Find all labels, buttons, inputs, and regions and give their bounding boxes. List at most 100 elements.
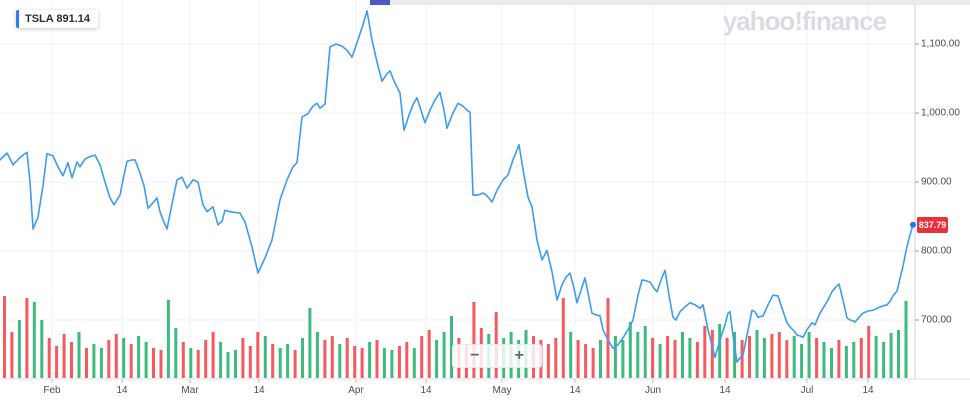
volume-bar: [122, 338, 126, 378]
volume-bar: [315, 332, 319, 378]
zoom-out-button[interactable]: −: [470, 347, 480, 364]
volume-bar: [62, 334, 66, 378]
volume-bar: [152, 348, 155, 378]
volume-bar: [785, 340, 789, 378]
volume-bar: [800, 344, 804, 378]
volume-bar: [92, 344, 96, 378]
volume-bar: [807, 332, 811, 378]
volume-bar: [234, 350, 237, 378]
y-axis-label: 800.00: [921, 245, 952, 257]
yahoo-finance-watermark-logo: yahoo!finance: [722, 6, 887, 36]
volume-bar: [844, 346, 848, 378]
zoom-control: − +: [452, 344, 542, 368]
volume-bar: [189, 348, 193, 378]
volume-bar: [293, 350, 297, 378]
volume-bar: [85, 348, 88, 378]
volume-bar: [263, 336, 267, 378]
x-axis-label: 14: [420, 385, 432, 396]
volume-bar: [375, 340, 379, 378]
x-axis-label: 14: [116, 385, 128, 396]
volume-bar: [673, 340, 677, 378]
volume-bar: [219, 342, 223, 378]
zoom-in-button[interactable]: +: [514, 347, 524, 364]
volume-bar: [174, 328, 178, 378]
volume-bar: [718, 324, 722, 378]
y-axis-label: 900.00: [921, 176, 952, 188]
volume-bar: [569, 332, 573, 378]
x-axis-label: Apr: [348, 385, 364, 396]
volume-bar: [137, 336, 141, 378]
y-axis-label: 700.00: [921, 314, 952, 326]
x-axis-label: 14: [719, 385, 731, 396]
volume-bar: [181, 342, 185, 378]
volume-bar: [32, 302, 36, 378]
volume-bar: [405, 342, 409, 378]
volume-bar: [576, 340, 580, 378]
volume-bar: [211, 332, 215, 378]
volume-bar: [874, 336, 878, 378]
volume-bar: [345, 338, 349, 378]
x-axis-label: 14: [569, 385, 581, 396]
volume-bar: [47, 338, 51, 378]
volume-bar: [591, 348, 595, 378]
volume-bar: [286, 344, 290, 378]
volume-bar: [599, 340, 602, 378]
volume-bar: [628, 322, 632, 378]
x-axis-label: Mar: [181, 385, 199, 396]
last-price-dot: [910, 221, 916, 228]
volume-bar: [681, 332, 684, 378]
volume-bar: [129, 344, 133, 378]
volume-bar: [3, 296, 6, 378]
volume-bar: [420, 336, 424, 378]
volume-bar: [822, 342, 826, 378]
x-axis-label: Jun: [644, 385, 662, 396]
volume-bar: [889, 333, 893, 378]
volume-bar: [852, 342, 856, 378]
volume-bar: [651, 338, 655, 378]
volume-bar: [107, 340, 111, 378]
volume-bar: [472, 302, 476, 378]
y-axis-label: 1,000.00: [921, 107, 960, 119]
volume-bar: [278, 348, 282, 378]
volume-bar: [606, 298, 610, 378]
volume-bar: [830, 348, 833, 378]
x-axis-label: May: [492, 385, 512, 396]
volume-bar: [17, 320, 21, 378]
chart-scrollbar-handle[interactable]: [370, 0, 390, 5]
volume-bar: [196, 350, 200, 378]
volume-bar: [636, 332, 640, 378]
volume-bar: [584, 344, 588, 378]
y-axis-label: 1,100.00: [921, 38, 960, 50]
volume-bar: [740, 340, 744, 378]
volume-bar: [204, 340, 208, 378]
volume-bar: [368, 342, 372, 378]
volume-bar: [688, 338, 692, 378]
volume-bar: [397, 346, 401, 378]
volume-bar: [815, 338, 819, 378]
volume-bar: [412, 348, 416, 378]
volume-bar: [40, 320, 44, 378]
volume-bar: [338, 344, 342, 378]
x-axis-label: 14: [862, 385, 874, 396]
x-axis-label: Jul: [800, 385, 814, 396]
x-axis-label: 14: [253, 385, 265, 396]
chart-scrollbar-track[interactable]: [370, 0, 970, 5]
volume-bar: [710, 330, 714, 378]
last-price-badge: 837.79: [917, 217, 948, 233]
volume-bar: [353, 346, 357, 378]
volume-bar: [159, 350, 163, 378]
volume-bar: [241, 338, 245, 378]
volume-bar: [70, 342, 73, 378]
volume-bar: [703, 326, 707, 378]
volume-bar: [770, 334, 774, 378]
volume-bar: [643, 326, 647, 378]
volume-bar: [323, 340, 327, 378]
volume-bar: [144, 342, 148, 378]
volume-bar: [755, 330, 759, 378]
x-axis-label: Feb: [43, 385, 61, 396]
volume-bar: [442, 332, 446, 378]
volume-bar: [666, 336, 670, 378]
volume-bar: [114, 334, 118, 378]
volume-bar: [427, 330, 431, 378]
